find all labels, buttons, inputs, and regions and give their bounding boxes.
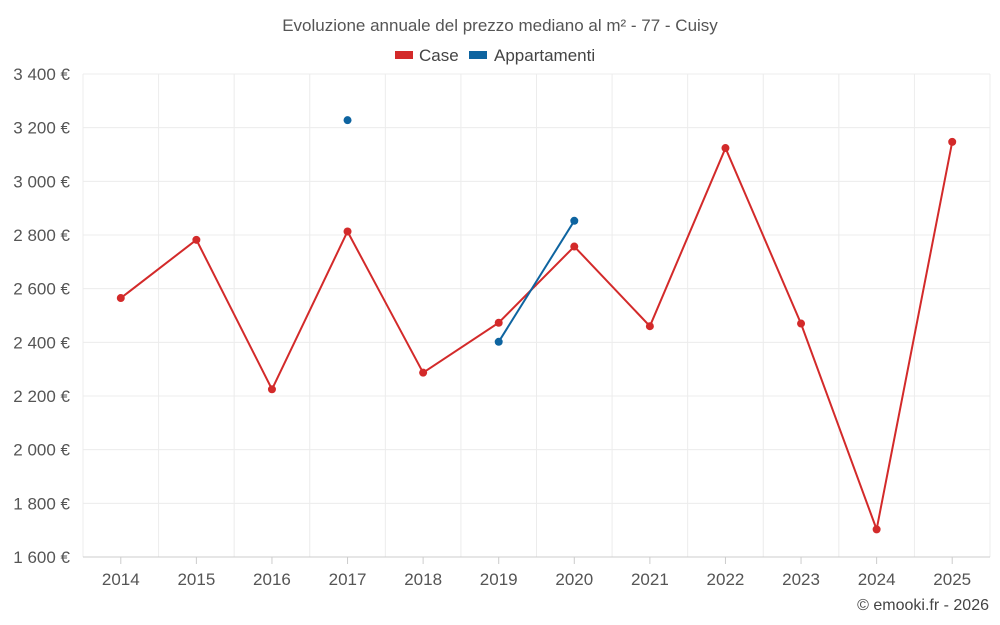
y-tick-label: 1 800 € [13, 494, 70, 513]
y-tick-label: 2 000 € [13, 441, 70, 460]
x-tick-label: 2024 [858, 570, 896, 589]
legend-item-appartamenti[interactable]: Appartamenti [494, 46, 595, 65]
x-tick-label: 2020 [555, 570, 593, 589]
data-point-case-2016[interactable] [267, 385, 276, 394]
y-tick-label: 2 200 € [13, 387, 70, 406]
x-tick-label: 2021 [631, 570, 669, 589]
y-tick-label: 3 400 € [13, 65, 70, 84]
data-point-case-2023[interactable] [797, 319, 806, 328]
legend-item-case[interactable]: Case [419, 46, 459, 65]
data-point-case-2021[interactable] [645, 322, 654, 331]
x-tick-label: 2014 [102, 570, 140, 589]
data-point-case-2019[interactable] [494, 318, 503, 327]
y-tick-label: 3 000 € [13, 172, 70, 191]
data-point-appartamenti-2019[interactable] [494, 337, 503, 346]
x-axis: 2014 2015 2016 2017 2018 2019 2020 2021 2022 2023… [83, 556, 990, 589]
x-tick-label: 2023 [782, 570, 820, 589]
series-line-appartamenti [497, 220, 576, 343]
data-point-case-2024[interactable] [872, 525, 881, 534]
data-point-case-2017[interactable] [343, 227, 352, 236]
data-point-case-2018[interactable] [419, 368, 428, 377]
x-tick-label: 2025 [933, 570, 971, 589]
legend: Case Appartamenti [395, 46, 595, 65]
y-tick-label: 2 800 € [13, 226, 70, 245]
y-tick-label: 1 600 € [13, 548, 70, 567]
data-point-case-2022[interactable] [721, 144, 730, 153]
data-point-case-2025[interactable] [948, 137, 957, 146]
x-tick-label: 2019 [480, 570, 518, 589]
data-point-case-2020[interactable] [570, 242, 579, 251]
x-tick-label: 2022 [707, 570, 745, 589]
x-tick-label: 2018 [404, 570, 442, 589]
series-group [116, 116, 957, 534]
x-tick-label: 2016 [253, 570, 291, 589]
y-axis: 1 600 € 1 800 € 2 000 € 2 200 € 2 400 € 2 600… [13, 65, 70, 567]
y-tick-label: 2 600 € [13, 280, 70, 299]
gridlines [82, 73, 991, 557]
x-tick-label: 2015 [177, 570, 215, 589]
data-point-case-2015[interactable] [192, 235, 201, 244]
x-tick-label: 2017 [329, 570, 367, 589]
data-point-appartamenti-2017[interactable] [343, 116, 352, 125]
data-point-case-2014[interactable] [116, 294, 125, 303]
y-tick-label: 3 200 € [13, 119, 70, 138]
y-tick-label: 2 400 € [13, 333, 70, 352]
series-line-case [120, 141, 954, 534]
data-point-appartamenti-2020[interactable] [570, 216, 579, 225]
legend-swatch-appartamenti [469, 51, 487, 59]
legend-swatch-case [395, 51, 413, 59]
credit: © emooki.fr - 2026 [857, 597, 989, 614]
chart-title: Evoluzione annuale del prezzo mediano al… [282, 16, 718, 35]
